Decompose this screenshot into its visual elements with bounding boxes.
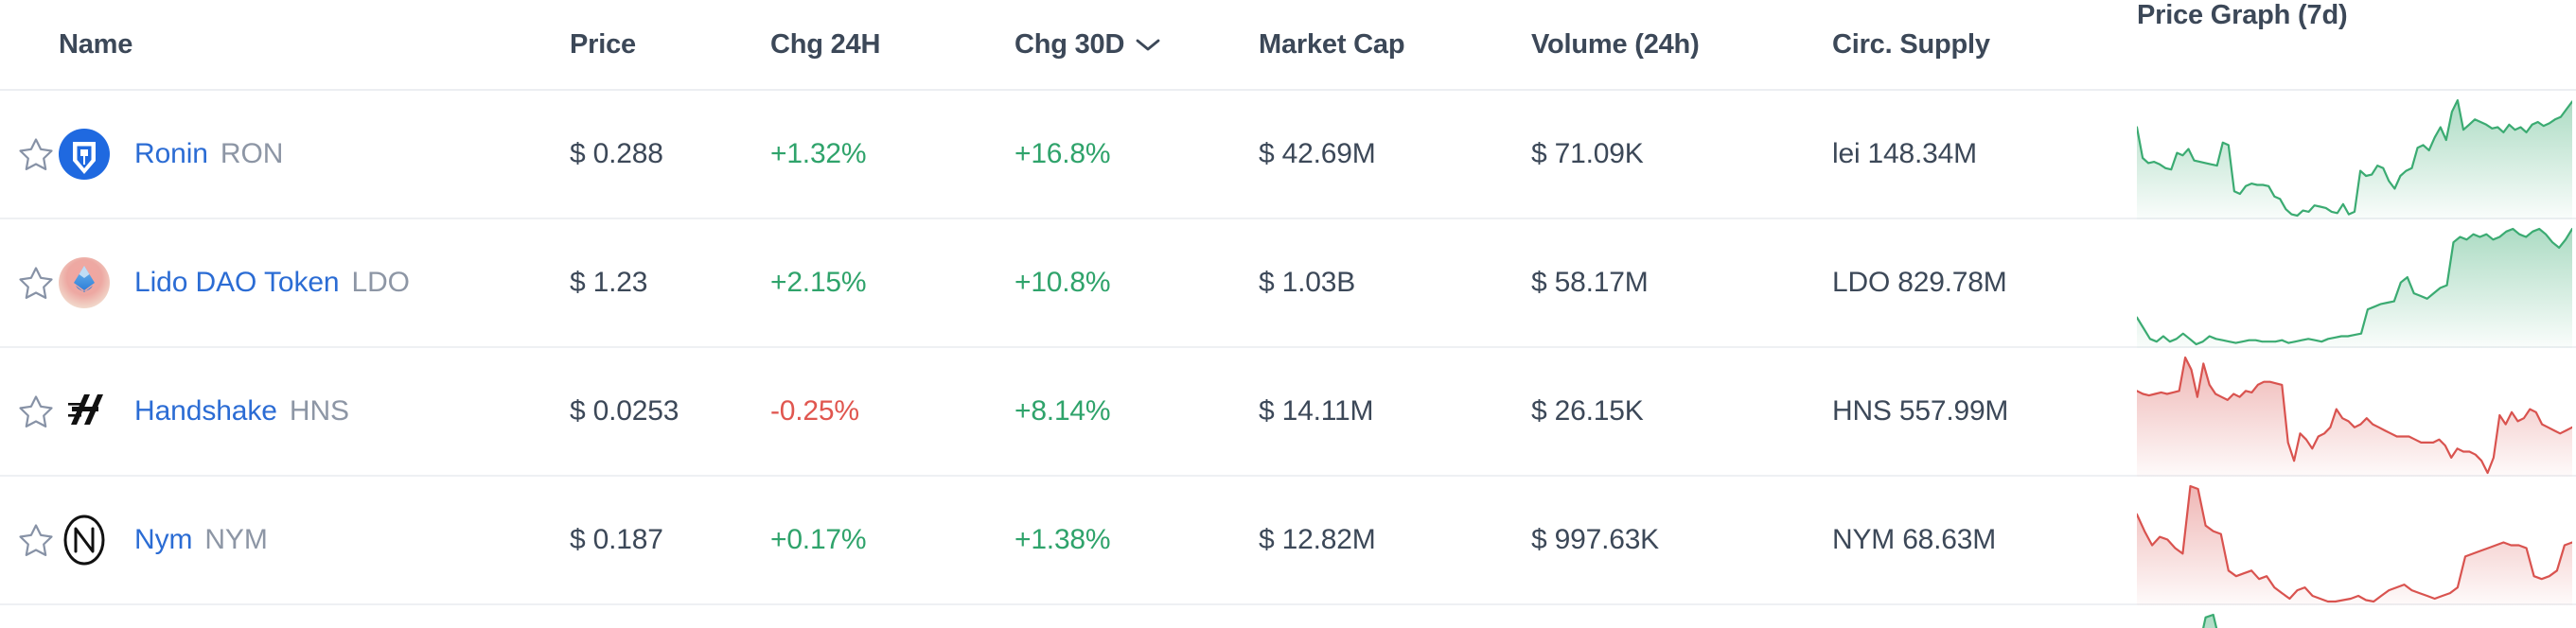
table-row[interactable]: AngleANGLE$ 0.0273+2.21%+0.78%$ 5.49M$ 1… bbox=[0, 605, 2576, 628]
coin-name-link[interactable]: Ronin bbox=[134, 138, 208, 169]
market-cap-value: $ 12.82M bbox=[1259, 524, 1376, 555]
column-header-market-cap[interactable]: Market Cap bbox=[1259, 28, 1405, 60]
column-header-circ-supply[interactable]: Circ. Supply bbox=[1832, 28, 1990, 60]
column-header-price[interactable]: Price bbox=[570, 28, 636, 60]
circ-supply-value: lei 148.34M bbox=[1832, 138, 1977, 169]
price-value: $ 0.288 bbox=[570, 138, 663, 169]
chevron-down-icon bbox=[1136, 38, 1160, 52]
table-body: Ronin RON $ 0.288 +1.32% +16.8% $ 42.69M $ 71.… bbox=[0, 91, 2576, 628]
price-sparkline-7d[interactable] bbox=[2137, 477, 2572, 605]
circ-supply-value: LDO 829.78M bbox=[1832, 267, 2007, 298]
column-header-chg-24h[interactable]: Chg 24H bbox=[770, 28, 881, 60]
price-sparkline-7d[interactable] bbox=[2137, 348, 2572, 477]
table-header-row: Name Price Chg 24H Chg 30D Market Cap Vo… bbox=[0, 0, 2576, 91]
price-sparkline-7d[interactable] bbox=[2137, 605, 2572, 628]
column-header-price-graph-7d: Price Graph (7d) bbox=[2137, 0, 2348, 30]
coin-ticker: LDO bbox=[351, 267, 410, 298]
change-24h-value: +2.15% bbox=[770, 267, 867, 298]
coin-name-link[interactable]: Handshake bbox=[134, 395, 277, 427]
change-24h-value: +0.17% bbox=[770, 524, 867, 555]
market-cap-value: $ 14.11M bbox=[1259, 395, 1374, 427]
volume-24h-value: $ 26.15K bbox=[1531, 395, 1644, 427]
favorite-star-icon[interactable] bbox=[17, 392, 55, 430]
change-30d-value: +16.8% bbox=[1015, 138, 1111, 169]
coin-name-link[interactable]: Lido DAO Token bbox=[134, 267, 340, 298]
table-row[interactable]: Lido DAO Token LDO $ 1.23 +2.15% +10.8% $ 1.0… bbox=[0, 219, 2576, 348]
ronin-coin-icon bbox=[59, 129, 110, 180]
column-header-chg-30d-label: Chg 30D bbox=[1015, 28, 1125, 60]
favorite-star-icon[interactable] bbox=[17, 264, 55, 302]
circ-supply-value: NYM 68.63M bbox=[1832, 524, 1997, 555]
table-row[interactable]: Handshake HNS $ 0.0253 -0.25% +8.14% $ 14.11M… bbox=[0, 348, 2576, 477]
coin-ticker: NYM bbox=[204, 524, 268, 555]
change-24h-value: -0.25% bbox=[770, 395, 859, 427]
price-sparkline-7d[interactable] bbox=[2137, 219, 2572, 348]
price-value: $ 1.23 bbox=[570, 267, 648, 298]
coin-ticker: RON bbox=[220, 138, 284, 169]
price-value: $ 0.0253 bbox=[570, 395, 679, 427]
coin-ticker: HNS bbox=[289, 395, 349, 427]
column-header-name[interactable]: Name bbox=[59, 28, 133, 60]
volume-24h-value: $ 58.17M bbox=[1531, 267, 1649, 298]
volume-24h-value: $ 71.09K bbox=[1531, 138, 1644, 169]
circ-supply-value: HNS 557.99M bbox=[1832, 395, 2009, 427]
column-header-volume-24h[interactable]: Volume (24h) bbox=[1531, 28, 1700, 60]
price-value: $ 0.187 bbox=[570, 524, 663, 555]
change-30d-value: +8.14% bbox=[1015, 395, 1111, 427]
table-row[interactable]: Ronin RON $ 0.288 +1.32% +16.8% $ 42.69M $ 71.… bbox=[0, 91, 2576, 219]
market-cap-value: $ 1.03B bbox=[1259, 267, 1356, 298]
lido-coin-icon bbox=[59, 257, 110, 308]
favorite-star-icon[interactable] bbox=[17, 135, 55, 173]
volume-24h-value: $ 997.63K bbox=[1531, 524, 1659, 555]
favorite-star-icon[interactable] bbox=[17, 521, 55, 559]
change-24h-value: +1.32% bbox=[770, 138, 867, 169]
handshake-coin-icon bbox=[59, 386, 110, 437]
price-sparkline-7d[interactable] bbox=[2137, 91, 2572, 219]
change-30d-value: +10.8% bbox=[1015, 267, 1111, 298]
table-row[interactable]: Nym NYM $ 0.187 +0.17% +1.38% $ 12.82M $ 997.6… bbox=[0, 477, 2576, 605]
market-cap-value: $ 42.69M bbox=[1259, 138, 1376, 169]
change-30d-value: +1.38% bbox=[1015, 524, 1111, 555]
nym-coin-icon bbox=[59, 515, 110, 566]
column-header-chg-30d[interactable]: Chg 30D bbox=[1015, 29, 1259, 61]
coin-name-link[interactable]: Nym bbox=[134, 524, 193, 555]
